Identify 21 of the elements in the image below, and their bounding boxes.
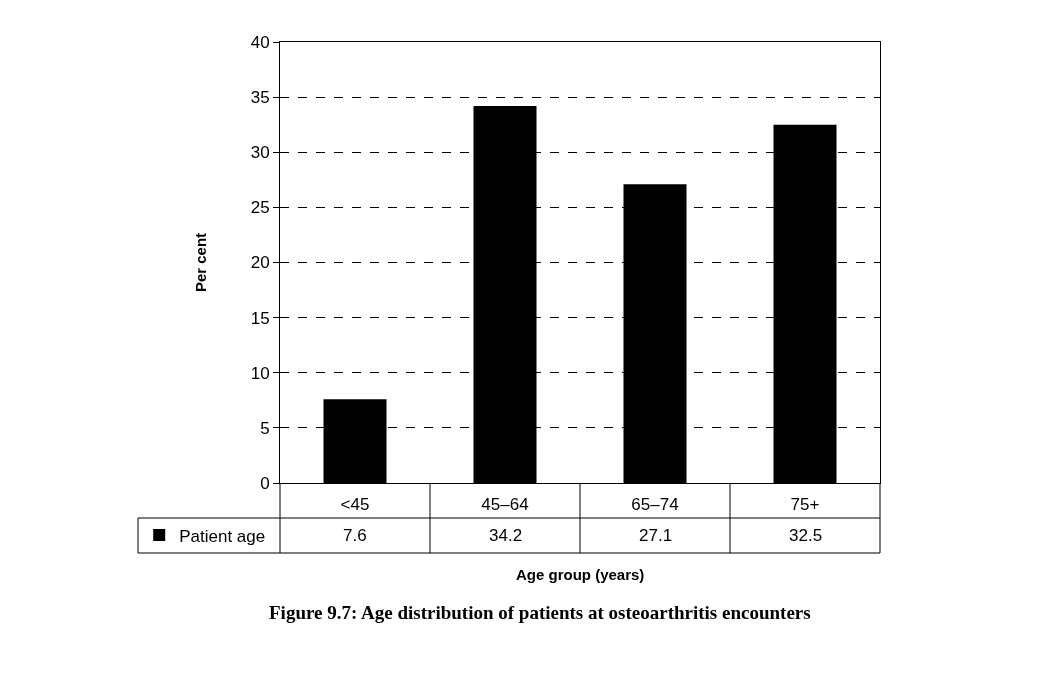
x-tick-label: <45 [340,495,370,515]
y-tick-label: 30 [250,143,270,163]
data-label: 27.1 [639,526,673,545]
data-label: 34.2 [489,526,523,545]
data-label: 32.5 [789,526,823,545]
y-tick-label: 0 [260,473,270,493]
x-tick-label: 65–74 [631,495,679,515]
data-label: 7.6 [343,526,367,545]
y-tick-label: 25 [250,198,270,218]
legend-label: Patient age [179,526,266,546]
y-tick-label: 15 [250,308,270,328]
y-tick-label: 5 [260,418,270,438]
x-axis-title: Age group (years) [516,566,645,583]
y-tick-label: 20 [250,253,270,273]
x-tick-label: 45–64 [481,495,529,515]
x-tick-label: 75+ [790,495,820,515]
y-tick-label: 35 [250,88,270,108]
text: Figure 9.7: Age distribution of patients at osteoarthritis encounters [269,602,811,623]
y-axis-title: Per cent [191,232,209,293]
y-tick-label: 40 [250,32,270,52]
y-tick-label: 10 [250,363,270,383]
